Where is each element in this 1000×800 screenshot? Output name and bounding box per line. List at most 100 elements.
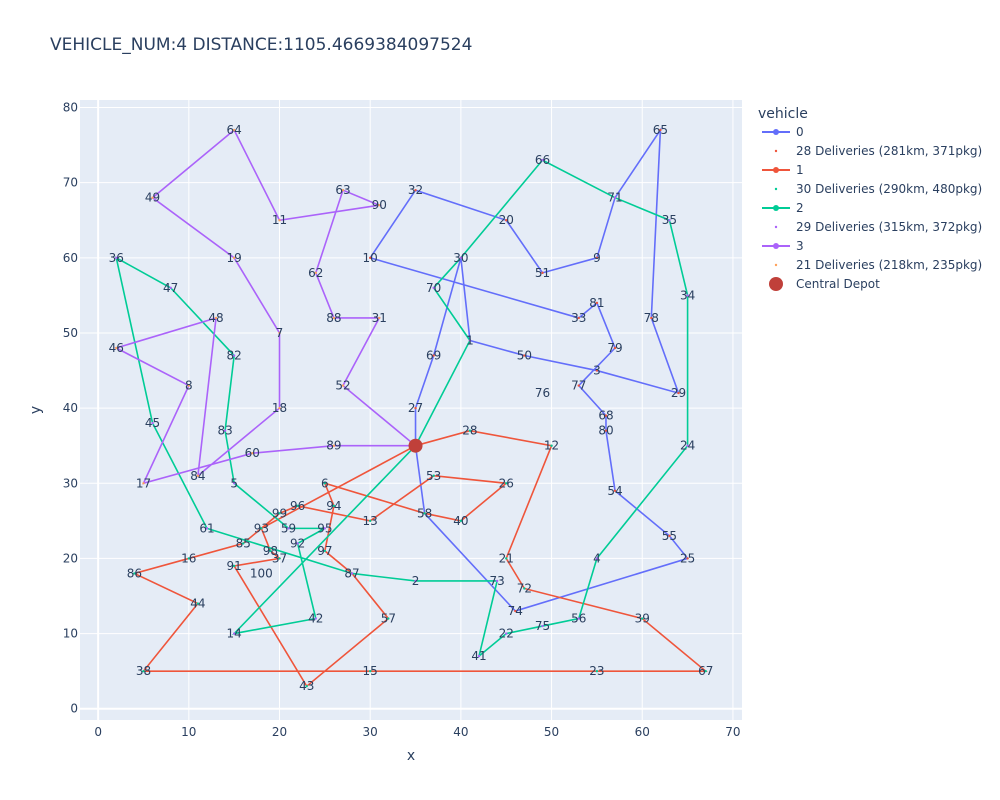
legend-item-deliveries-3[interactable]: 21 Deliveries (218km, 235pkg) — [774, 258, 982, 272]
delivery-point — [323, 549, 327, 553]
node-label: 45 — [145, 416, 160, 430]
y-tick-label: 70 — [63, 176, 78, 190]
delivery-point — [577, 617, 580, 620]
node-label: 65 — [653, 123, 668, 137]
node-label: 67 — [698, 664, 713, 678]
node-label: 58 — [417, 506, 432, 520]
node-label: 53 — [426, 469, 441, 483]
legend-item-deliveries-2[interactable]: 29 Deliveries (315km, 372pkg) — [774, 220, 982, 234]
node-label: 9 — [593, 251, 601, 265]
delivery-point — [414, 188, 417, 192]
legend-dot-swatch — [774, 187, 778, 191]
node-label: 28 — [462, 424, 477, 438]
delivery-point — [341, 384, 345, 387]
delivery-point — [242, 542, 245, 545]
legend-label: 1 — [796, 163, 804, 177]
legend-item-vehicle-3[interactable]: 3 — [762, 239, 804, 253]
node-label: 43 — [299, 679, 314, 693]
delivery-point — [133, 572, 136, 575]
node-label: 2 — [412, 574, 420, 588]
delivery-point — [323, 482, 327, 485]
route-line-vehicle-0 — [368, 127, 689, 612]
legend-label: 29 Deliveries (315km, 372pkg) — [796, 220, 982, 234]
node-label: 84 — [190, 469, 205, 483]
legend-item-vehicle-1[interactable]: 1 — [762, 163, 804, 177]
node-label: 24 — [680, 439, 695, 453]
node-label: 38 — [136, 664, 151, 678]
delivery-point — [595, 369, 599, 372]
chart-title: VEHICLE_NUM:4 DISTANCE:1105.466938409752… — [50, 35, 472, 55]
delivery-point — [278, 557, 281, 560]
delivery-point — [251, 452, 254, 455]
delivery-point — [115, 346, 118, 350]
delivery-point — [387, 617, 390, 620]
delivery-point — [214, 316, 218, 320]
delivery-point — [323, 527, 327, 530]
depot-layer — [408, 438, 423, 453]
delivery-point — [514, 609, 517, 613]
delivery-point — [541, 624, 544, 628]
delivery-point — [368, 519, 372, 523]
delivery-point — [541, 271, 544, 275]
delivery-point — [677, 391, 680, 395]
delivery-point — [659, 128, 662, 132]
node-label: 44 — [190, 597, 205, 611]
x-tick-label: 70 — [725, 725, 740, 739]
node-label: 60 — [245, 446, 260, 460]
node-label: 70 — [426, 281, 441, 295]
node-label: 75 — [535, 619, 550, 633]
node-label: 13 — [363, 514, 378, 528]
delivery-point — [595, 301, 599, 305]
legend-item-vehicle-0[interactable]: 0 — [762, 125, 804, 139]
node-label: 29 — [671, 386, 686, 400]
delivery-point — [686, 294, 689, 297]
legend-item-vehicle-2[interactable]: 2 — [762, 201, 804, 215]
node-label: 55 — [662, 529, 677, 543]
legend-marker-swatch — [773, 129, 779, 135]
legend-dot-swatch — [774, 149, 778, 153]
node-label: 61 — [199, 521, 214, 535]
node-label: 15 — [363, 664, 378, 678]
node-label: 40 — [453, 514, 468, 528]
route-line-vehicle-2 — [115, 159, 689, 659]
node-label: 66 — [535, 153, 550, 167]
node-label: 50 — [517, 349, 532, 363]
node-label: 68 — [598, 409, 613, 423]
node-label: 12 — [544, 439, 559, 453]
node-label: 39 — [635, 612, 650, 626]
legend-dot-swatch — [774, 225, 778, 229]
delivery-point — [232, 564, 236, 568]
legend-label: 30 Deliveries (290km, 480pkg) — [796, 182, 982, 196]
node-label: 26 — [499, 476, 514, 490]
node-label: 76 — [535, 386, 550, 400]
legend-label: 0 — [796, 125, 804, 139]
legend-item-deliveries-1[interactable]: 30 Deliveries (290km, 480pkg) — [774, 182, 982, 196]
delivery-point — [278, 512, 281, 515]
x-tick-labels: 0 10 20 30 40 50 60 70 — [94, 725, 740, 739]
node-label: 46 — [109, 341, 124, 355]
node-label: 22 — [499, 627, 514, 641]
legend-item-deliveries-0[interactable]: 28 Deliveries (281km, 371pkg) — [774, 144, 982, 158]
delivery-point — [613, 346, 617, 350]
delivery-point — [350, 572, 354, 575]
node-label: 83 — [217, 424, 232, 438]
delivery-point — [368, 256, 372, 260]
node-label: 36 — [109, 251, 124, 265]
node-label: 19 — [227, 251, 242, 265]
legend-item-central-depot[interactable]: Central Depot — [769, 277, 880, 291]
node-label: 47 — [163, 281, 178, 295]
x-tick-label: 20 — [272, 725, 287, 739]
x-tick-label: 60 — [635, 725, 650, 739]
node-label: 27 — [408, 401, 423, 415]
y-tick-label: 60 — [63, 251, 78, 265]
node-label: 4 — [593, 551, 601, 565]
legend[interactable]: vehicle 0 28 Deliveries (281km, 371pkg) 1 30… — [758, 106, 982, 291]
delivery-point — [641, 617, 644, 620]
node-label: 71 — [607, 191, 622, 205]
node-label: 88 — [326, 311, 341, 325]
delivery-point — [232, 482, 236, 485]
node-label: 77 — [571, 379, 586, 393]
delivery-point — [368, 669, 372, 673]
